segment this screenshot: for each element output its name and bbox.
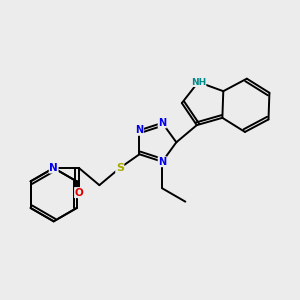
Text: N: N bbox=[49, 163, 58, 173]
Text: N: N bbox=[135, 125, 143, 135]
Text: N: N bbox=[158, 157, 166, 167]
Text: NH: NH bbox=[190, 78, 206, 87]
Text: S: S bbox=[116, 163, 124, 173]
Text: O: O bbox=[75, 188, 83, 198]
Text: N: N bbox=[158, 118, 166, 128]
